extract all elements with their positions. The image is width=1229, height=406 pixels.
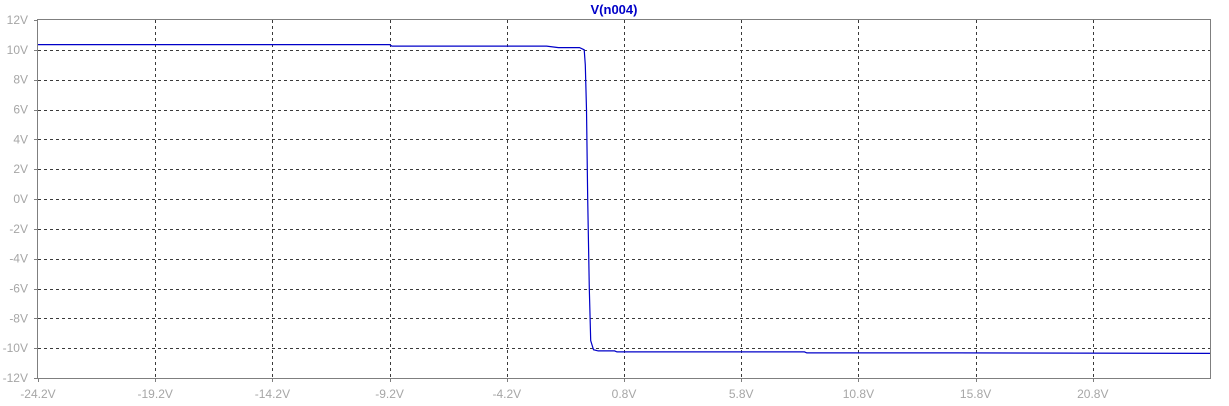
x-tick-label: 0.8V: [612, 387, 637, 401]
y-tick-label: 2V: [13, 162, 28, 176]
series-layer: [38, 43, 1211, 354]
y-tick-label: 6V: [13, 103, 28, 117]
x-tick-label: 20.8V: [1077, 387, 1108, 401]
x-tick-label: -9.2V: [375, 387, 404, 401]
y-tick-label: 4V: [13, 132, 28, 146]
y-tick-label: -12V: [3, 371, 28, 385]
x-tick-label: -4.2V: [492, 387, 521, 401]
x-tick-label: 5.8V: [729, 387, 754, 401]
x-tick-label: 10.8V: [843, 387, 874, 401]
x-tick-label: -19.2V: [138, 387, 173, 401]
y-tick-label: 0V: [13, 192, 28, 206]
x-tick-label: -24.2V: [20, 387, 55, 401]
y-tick-label: 8V: [13, 73, 28, 87]
grid-lines: [38, 20, 1210, 378]
y-tick-label: 12V: [7, 13, 28, 27]
x-axis-ticks: -24.2V -19.2V -14.2V -9.2V -4.2V 0.8V 5.8V 10.8…: [20, 378, 1108, 401]
series-line-v-n004: [38, 43, 1211, 354]
y-tick-label: 10V: [7, 43, 28, 57]
y-tick-label: -8V: [9, 311, 28, 325]
y-tick-label: -4V: [9, 252, 28, 266]
y-tick-label: -10V: [3, 341, 28, 355]
x-tick-label: 15.8V: [960, 387, 991, 401]
y-tick-label: -6V: [9, 282, 28, 296]
y-axis-ticks: 12V 10V 8V 6V 4V 2V 0V -2V -4V -6V -8V -10V -12V: [3, 13, 38, 385]
y-tick-label: -2V: [9, 222, 28, 236]
x-tick-label: -14.2V: [255, 387, 290, 401]
chart-title[interactable]: V(n004): [591, 2, 638, 17]
